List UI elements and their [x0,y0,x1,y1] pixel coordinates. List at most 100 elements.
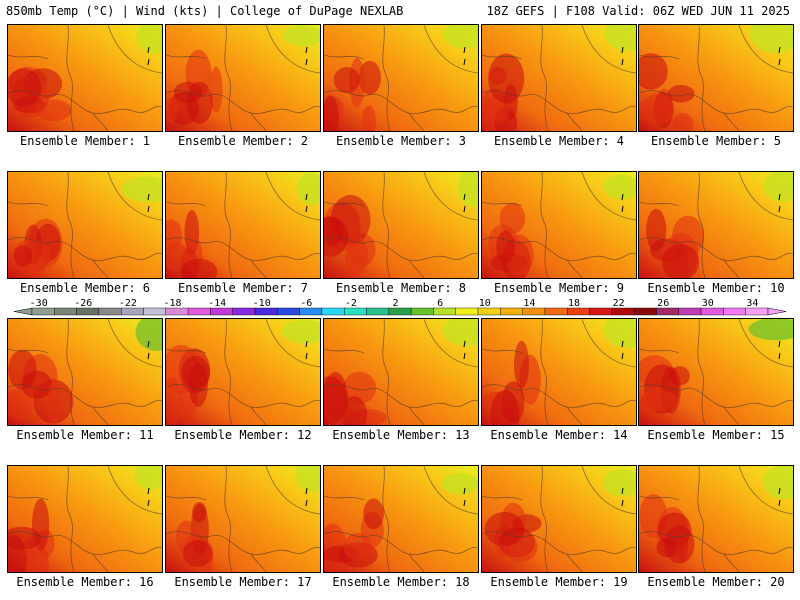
ensemble-member-label: Ensemble Member: 7 [177,281,309,295]
colorbar-tick-label: 2 [392,298,398,309]
ensemble-member-label: Ensemble Member: 18 [332,575,470,589]
ensemble-member-label: Ensemble Member: 8 [335,281,467,295]
temperature-map [638,318,794,426]
temperature-map [7,171,163,279]
temperature-map [165,171,321,279]
colorbar-tick-label: 22 [613,298,625,309]
temperature-map [323,465,479,573]
temperature-map [481,24,637,132]
colorbar-min-arrow [13,307,33,316]
ensemble-member-panel: Ensemble Member: 17 [165,465,321,589]
ensemble-member-label: Ensemble Member: 19 [490,575,628,589]
colorbar-segment [500,307,523,316]
colorbar-segment [344,307,367,316]
ensemble-member-panel: Ensemble Member: 7 [165,171,321,295]
chart-title-left: 850mb Temp (°C) | Wind (kts) | College o… [6,4,404,18]
ensemble-member-label: Ensemble Member: 4 [493,134,625,148]
ensemble-member-label: Ensemble Member: 14 [490,428,628,442]
ensemble-member-panel: Ensemble Member: 14 [481,318,637,442]
colorbar-tick-label: 14 [523,298,535,309]
ensemble-member-label: Ensemble Member: 15 [647,428,785,442]
ensemble-member-label: Ensemble Member: 10 [647,281,785,295]
colorbar-tick-label: -18 [163,298,181,309]
colorbar-segment [254,307,278,316]
colorbar-tick-label: -30 [30,298,48,309]
temperature-map [481,171,637,279]
temperature-map [323,24,479,132]
ensemble-member-panel: Ensemble Member: 10 [638,171,794,295]
colorbar-segment [98,307,122,316]
colorbar-segment [522,307,546,316]
colorbar-segment [611,307,635,316]
colorbar-tick-label: 6 [437,298,443,309]
temperature-map [481,465,637,573]
ensemble-member-label: Ensemble Member: 20 [647,575,785,589]
colorbar-segment [388,307,412,316]
colorbar-tick-label: -26 [74,298,92,309]
colorbar-tick-label: -14 [208,298,226,309]
colorbar-segment [321,307,345,316]
colorbar-max-arrow [767,307,787,316]
colorbar-segment [633,307,657,316]
colorbar-segment [210,307,233,316]
temperature-map [7,318,163,426]
colorbar-tick-label: 30 [702,298,714,309]
temperature-map [638,24,794,132]
ensemble-member-panel: Ensemble Member: 2 [165,24,321,148]
temperature-map [323,171,479,279]
ensemble-member-panel: Ensemble Member: 4 [481,24,637,148]
colorbar-segment [544,307,568,316]
ensemble-member-panel: Ensemble Member: 1 [7,24,163,148]
ensemble-member-panel: Ensemble Member: 12 [165,318,321,442]
colorbar-segment [455,307,479,316]
ensemble-member-label: Ensemble Member: 2 [177,134,309,148]
colorbar-segment [277,307,300,316]
colorbar-segment [656,307,679,316]
temperature-map [638,171,794,279]
temperature-map [7,24,163,132]
ensemble-member-label: Ensemble Member: 1 [19,134,151,148]
ensemble-member-label: Ensemble Member: 9 [493,281,625,295]
ensemble-member-label: Ensemble Member: 3 [335,134,467,148]
colorbar-tick-label: 10 [479,298,491,309]
colorbar-tick-label: -10 [253,298,271,309]
temperature-map [481,318,637,426]
temperature-colorbar: -30-26-22-18-14-10-6-2261014182226303438… [10,297,790,317]
colorbar-segment [76,307,100,316]
ensemble-member-panel: Ensemble Member: 16 [7,465,163,589]
colorbar-tick-label: 18 [568,298,580,309]
temperature-map [7,465,163,573]
ensemble-member-panel: Ensemble Member: 13 [323,318,479,442]
colorbar-tick-label: 26 [657,298,669,309]
colorbar-segment [700,307,724,316]
colorbar-segment [433,307,456,316]
colorbar-tick-label: -22 [119,298,137,309]
colorbar-segment [187,307,211,316]
colorbar-segment [366,307,390,316]
ensemble-member-panel: Ensemble Member: 20 [638,465,794,589]
ensemble-member-panel: Ensemble Member: 3 [323,24,479,148]
temperature-map [638,465,794,573]
colorbar-segment [165,307,189,316]
colorbar-segment [589,307,613,316]
colorbar-segment [477,307,501,316]
temperature-map [165,24,321,132]
temperature-map [165,318,321,426]
ensemble-member-panel: Ensemble Member: 6 [7,171,163,295]
ensemble-member-panel: Ensemble Member: 15 [638,318,794,442]
colorbar-segment [723,307,746,316]
ensemble-member-panel: Ensemble Member: 8 [323,171,479,295]
colorbar-segment [31,307,55,316]
colorbar-tick-label: -2 [345,298,357,309]
ensemble-member-panel: Ensemble Member: 11 [7,318,163,442]
ensemble-member-label: Ensemble Member: 5 [650,134,782,148]
ensemble-member-label: Ensemble Member: 6 [19,281,151,295]
colorbar-segment [745,307,769,316]
colorbar-segment [410,307,434,316]
ensemble-member-label: Ensemble Member: 17 [174,575,312,589]
colorbar-segment [121,307,144,316]
colorbar-segment [232,307,256,316]
colorbar-tick-label: 34 [746,298,758,309]
colorbar-segment [299,307,323,316]
